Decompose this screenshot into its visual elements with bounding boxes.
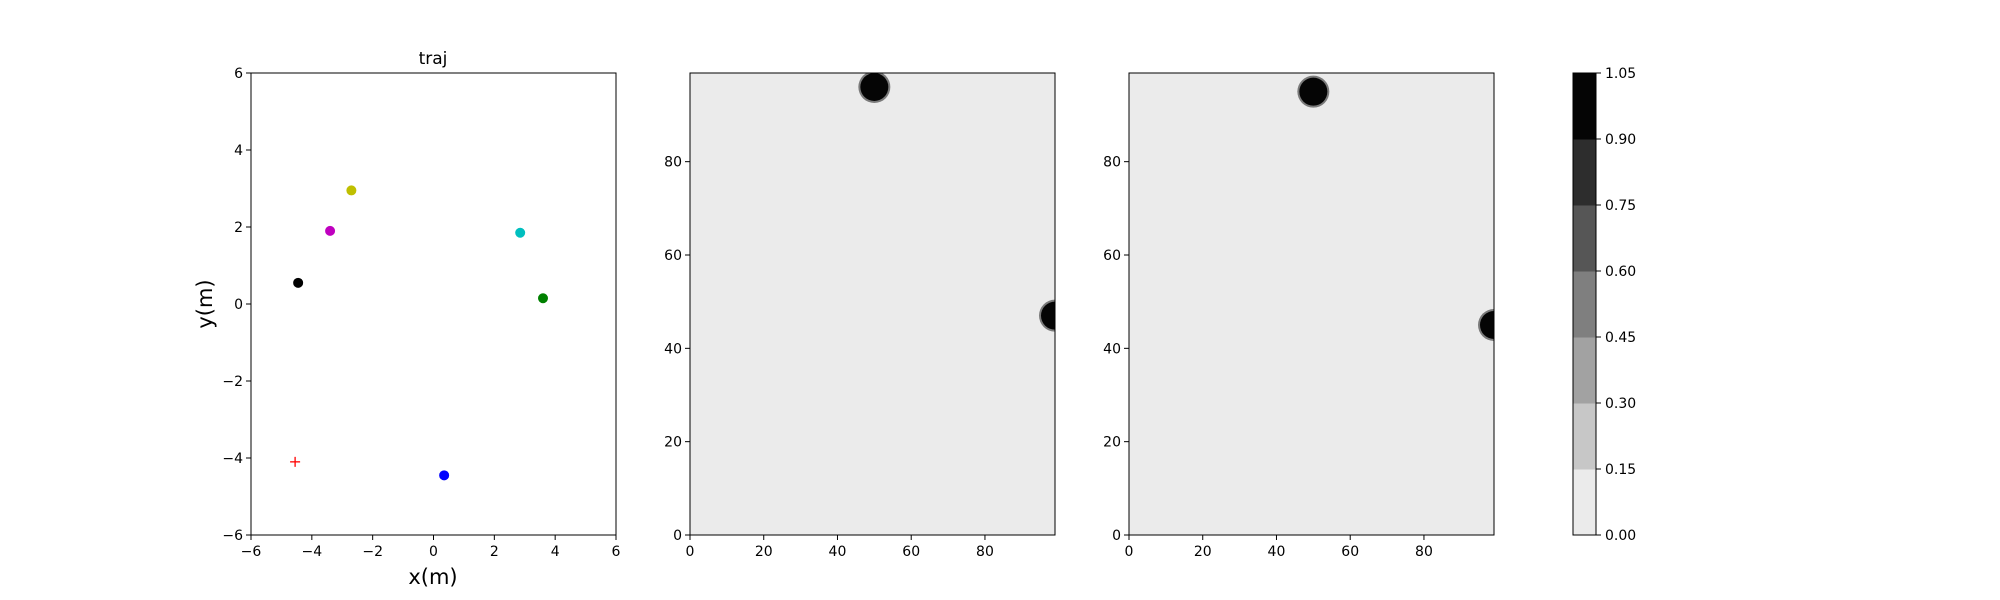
colorbar-levels bbox=[1573, 73, 1596, 536]
y-tick-label: 20 bbox=[1103, 435, 1121, 451]
x-tick-label: −2 bbox=[362, 544, 383, 560]
agent-point bbox=[325, 225, 336, 236]
colorbar-level bbox=[1573, 337, 1596, 404]
heatmap-panel-1: 0 20 40 60 80 0 20 40 60 80 bbox=[664, 72, 1056, 560]
agent-point bbox=[439, 470, 450, 481]
traj-points bbox=[290, 185, 548, 481]
colorbar-frame bbox=[1572, 72, 1597, 536]
obstacle-blob bbox=[1480, 311, 1494, 339]
x-tick-label: 2 bbox=[490, 544, 499, 560]
y-tick-label: −6 bbox=[222, 528, 243, 544]
colorbar-tick-label: 0.90 bbox=[1605, 132, 1636, 148]
colorbar-level bbox=[1573, 469, 1596, 536]
colorbar-level bbox=[1573, 403, 1596, 470]
heatmap-2-background bbox=[1129, 73, 1494, 535]
x-tick-label: 40 bbox=[829, 544, 847, 560]
x-tick-label: −6 bbox=[241, 544, 262, 560]
heatmap-2-blobs bbox=[1297, 75, 1494, 341]
x-tick-label: 60 bbox=[1341, 544, 1359, 560]
y-tick-label: 40 bbox=[1103, 341, 1121, 357]
x-tick-label: 6 bbox=[612, 544, 621, 560]
y-tick-label: 4 bbox=[234, 143, 243, 159]
colorbar-tick-label: 0.45 bbox=[1605, 330, 1636, 346]
traj-ylabel: y(m) bbox=[193, 279, 217, 328]
x-tick-label: 0 bbox=[429, 544, 438, 560]
y-tick-label: 80 bbox=[1103, 155, 1121, 171]
colorbar-level bbox=[1573, 73, 1596, 140]
heatmap-2-ticks: 0 20 40 60 80 0 20 40 60 80 bbox=[1103, 155, 1433, 560]
y-tick-label: −2 bbox=[222, 374, 243, 390]
y-tick-label: 2 bbox=[234, 220, 243, 236]
x-tick-label: 80 bbox=[1415, 544, 1433, 560]
heatmap-1-background bbox=[690, 73, 1055, 535]
y-tick-label: 20 bbox=[664, 435, 682, 451]
obstacle-blob bbox=[1299, 77, 1328, 106]
x-tick-label: −4 bbox=[302, 544, 323, 560]
heatmap-1-blobs bbox=[858, 73, 1055, 332]
y-tick-label: 60 bbox=[664, 248, 682, 264]
traj-ticks: −6 −4 −2 0 2 4 6 −6 −4 −2 0 2 4 6 bbox=[222, 66, 620, 560]
x-tick-label: 60 bbox=[902, 544, 920, 560]
colorbar-tick-label: 1.05 bbox=[1605, 66, 1636, 82]
x-tick-label: 0 bbox=[686, 544, 695, 560]
x-tick-label: 80 bbox=[976, 544, 994, 560]
colorbar-tick-label: 0.60 bbox=[1605, 264, 1636, 280]
y-tick-label: 6 bbox=[234, 66, 243, 82]
colorbar-tick-label: 0.30 bbox=[1605, 396, 1636, 412]
goal-marker bbox=[290, 456, 301, 467]
y-tick-label: −4 bbox=[222, 451, 243, 467]
colorbar-level bbox=[1573, 205, 1596, 272]
agent-point bbox=[293, 277, 304, 288]
heatmap-panel-2: 0 20 40 60 80 0 20 40 60 80 bbox=[1103, 72, 1495, 560]
x-tick-label: 4 bbox=[551, 544, 560, 560]
y-tick-label: 0 bbox=[1112, 528, 1121, 544]
agent-point bbox=[346, 185, 357, 196]
agent-point bbox=[538, 293, 548, 304]
y-tick-label: 80 bbox=[664, 155, 682, 171]
x-tick-label: 0 bbox=[1125, 544, 1134, 560]
heatmap-2-frame bbox=[1128, 72, 1495, 536]
y-tick-label: 40 bbox=[664, 341, 682, 357]
agent-point bbox=[515, 227, 526, 238]
colorbar-tick-label: 0.00 bbox=[1605, 528, 1636, 544]
colorbar-level bbox=[1573, 139, 1596, 206]
y-tick-label: 0 bbox=[673, 528, 682, 544]
obstacle-blob bbox=[860, 73, 889, 101]
traj-panel: traj −6 −4 −2 0 2 4 6 −6 −4 −2 0 2 4 6 x(m) y(m) bbox=[193, 49, 621, 589]
obstacle-blob bbox=[1041, 301, 1055, 330]
traj-xlabel: x(m) bbox=[408, 565, 457, 589]
x-tick-label: 20 bbox=[1194, 544, 1212, 560]
colorbar: 0.00 0.15 0.30 0.45 0.60 0.75 0.90 1.05 bbox=[1572, 66, 1636, 544]
traj-plot-frame bbox=[250, 72, 617, 536]
x-tick-label: 20 bbox=[755, 544, 773, 560]
heatmap-1-frame bbox=[689, 72, 1056, 536]
x-tick-label: 40 bbox=[1268, 544, 1286, 560]
traj-title: traj bbox=[419, 49, 448, 69]
y-tick-label: 0 bbox=[234, 297, 243, 313]
colorbar-tick-label: 0.15 bbox=[1605, 462, 1636, 478]
colorbar-tick-label: 0.75 bbox=[1605, 198, 1636, 214]
heatmap-1-ticks: 0 20 40 60 80 0 20 40 60 80 bbox=[664, 155, 994, 560]
colorbar-level bbox=[1573, 271, 1596, 338]
colorbar-ticks: 0.00 0.15 0.30 0.45 0.60 0.75 0.90 1.05 bbox=[1596, 66, 1636, 544]
y-tick-label: 60 bbox=[1103, 248, 1121, 264]
